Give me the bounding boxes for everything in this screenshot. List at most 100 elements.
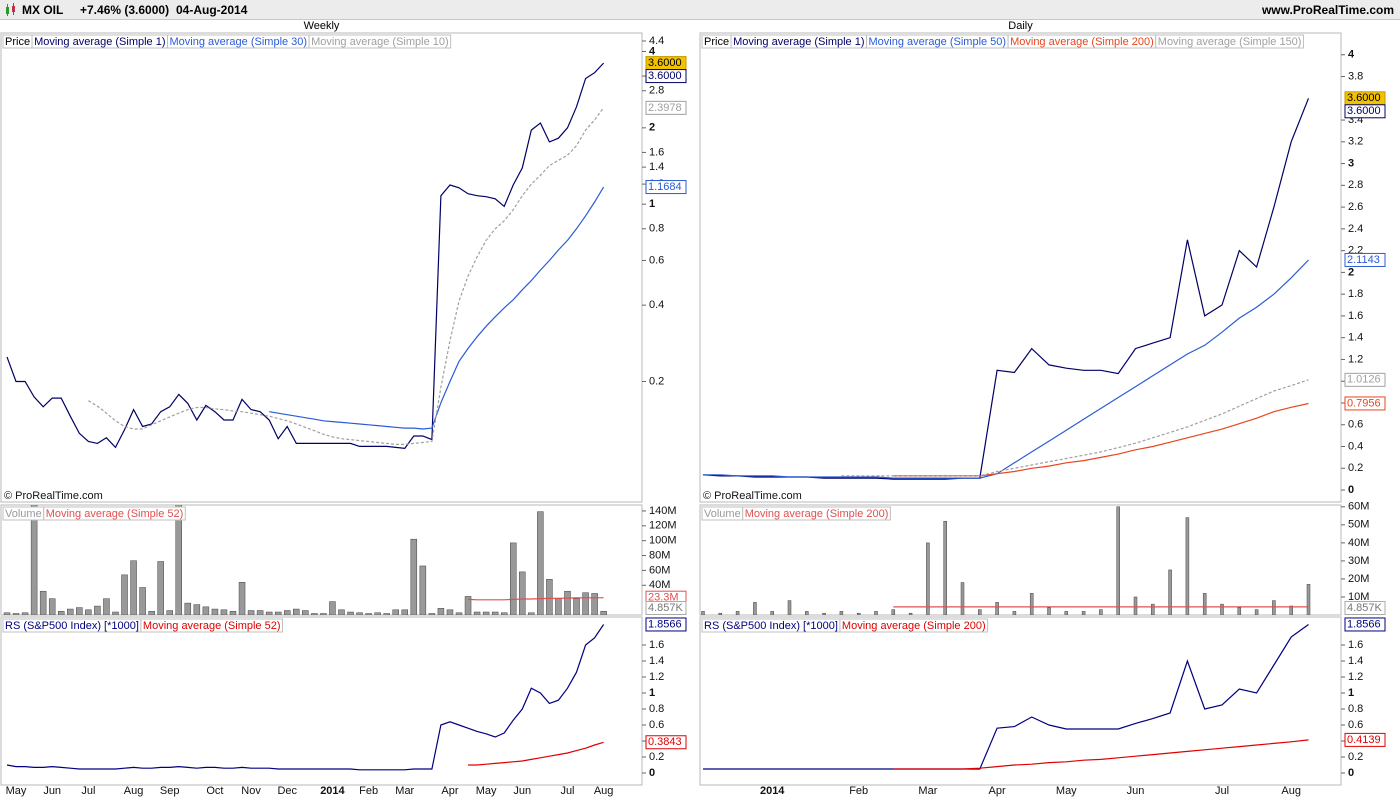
symbol: MX OIL [22,3,64,17]
volume-bar [519,571,526,615]
panel-frame [699,32,1342,503]
volume-bar [392,609,399,615]
x-tick-label: Jul [81,785,95,797]
legend-item: Moving average (Simple 50) [869,36,1007,48]
y-tick-label: 40M [1348,537,1369,549]
volume-bar [247,610,255,615]
y-tick-label: 40M [649,579,670,591]
volume-bar [735,611,740,615]
volume-bar [1237,607,1242,615]
y-tick-label: 0.8 [649,223,664,235]
x-tick-label: Sep [160,785,180,797]
y-tick-label: 1.6 [649,146,664,158]
value-tag-label: 1.1684 [648,181,682,193]
site: www.ProRealTime.com [1261,3,1394,17]
legend-item: Moving average (Simple 1) [34,36,165,48]
y-tick-label: 2.8 [649,85,664,97]
legend-item: Moving average (Simple 10) [311,36,449,48]
volume-bar [978,609,982,615]
y-tick-label: 20M [1348,573,1369,585]
value-tag [645,100,687,115]
value-tag-label: 3.6000 [648,57,682,69]
legend-item: Moving average (Simple 1) [733,36,864,48]
y-tick-label: 4 [1348,49,1355,61]
volume-bar [220,609,228,615]
volume-bar [338,609,345,615]
volume-bar [491,611,499,615]
volume-bar [112,611,119,615]
panel-frame [0,616,643,786]
volume-bar [822,612,826,615]
volume-bar [908,612,913,615]
legend-box [742,506,891,521]
volume-bar [30,505,38,615]
volume-bar [509,542,517,615]
plot-area [6,624,605,771]
volume-bar [1099,609,1103,615]
legend-item: Moving average (Simple 52) [143,620,281,632]
y-tick-label: 10M [1348,591,1369,603]
x-tick-label: Apr [989,785,1006,797]
volume-bar [39,590,47,615]
y-tick-label: 0.2 [649,375,664,387]
volume-bar [573,598,580,615]
volume-bar [960,582,965,615]
y-tick-label: 0.6 [1348,419,1363,431]
value-tag-label: 1.8566 [648,618,682,630]
series-line [88,107,605,445]
volume-bar [1289,605,1293,615]
volume-bar [446,609,454,615]
value-tag [1344,601,1386,615]
y-tick-label: 0.4 [649,299,664,311]
volume-bar [891,609,896,615]
volume-bar [1306,584,1311,615]
legend-item: Volume [5,508,42,520]
value-tag-label: 3.6000 [648,70,682,82]
volume-bar [428,613,436,615]
legend-box [308,34,452,49]
volume-bar [1168,569,1172,615]
volume-bar [1064,611,1069,615]
y-tick-label: 4.4 [649,35,664,47]
panel-title: Daily [1008,20,1033,32]
y-tick-label: 2.6 [1348,201,1363,213]
series-line [6,62,605,450]
series-line [841,379,1309,477]
value-tag [1344,104,1386,119]
x-tick-label: Feb [849,785,868,797]
volume-bar [184,602,192,615]
panel-frame [699,504,1342,616]
y-tick-label: 0.8 [1348,703,1363,715]
header-bar: MX OIL +7.46% (3.6000) 04-Aug-2014 www.P… [0,0,1400,20]
x-tick-label: May [6,785,27,797]
volume-bar [1012,611,1017,615]
volume-bar [76,607,83,615]
volume-bar [1151,603,1155,615]
volume-bar [265,611,273,615]
value-tag-label: 3.6000 [1347,92,1381,104]
volume-bar [329,601,336,615]
volume-bar [1185,517,1190,615]
y-tick-label: 1.4 [1348,655,1363,667]
legend-item: Moving average (Simple 200) [842,620,986,632]
volume-bar [103,598,110,615]
y-tick-label: 3 [1348,157,1354,169]
x-tick-label: Jun [43,785,61,797]
y-tick-label: 0.6 [649,719,664,731]
volume-bar [283,610,291,615]
volume-bar [85,609,92,615]
panel-frame [0,32,643,503]
volume-bar [311,613,318,615]
legend-item: Moving average (Simple 200) [1010,36,1154,48]
y-tick-label: 140M [649,505,677,517]
x-tick-label: Jun [1127,785,1145,797]
value-tag [645,617,687,632]
copyright: © ProRealTime.com [703,490,802,502]
volume-bar [365,613,372,615]
legend-item: Moving average (Simple 200) [745,508,889,520]
volume-bar [753,602,757,615]
volume-bar [1116,506,1120,615]
volume-bar [926,542,930,615]
